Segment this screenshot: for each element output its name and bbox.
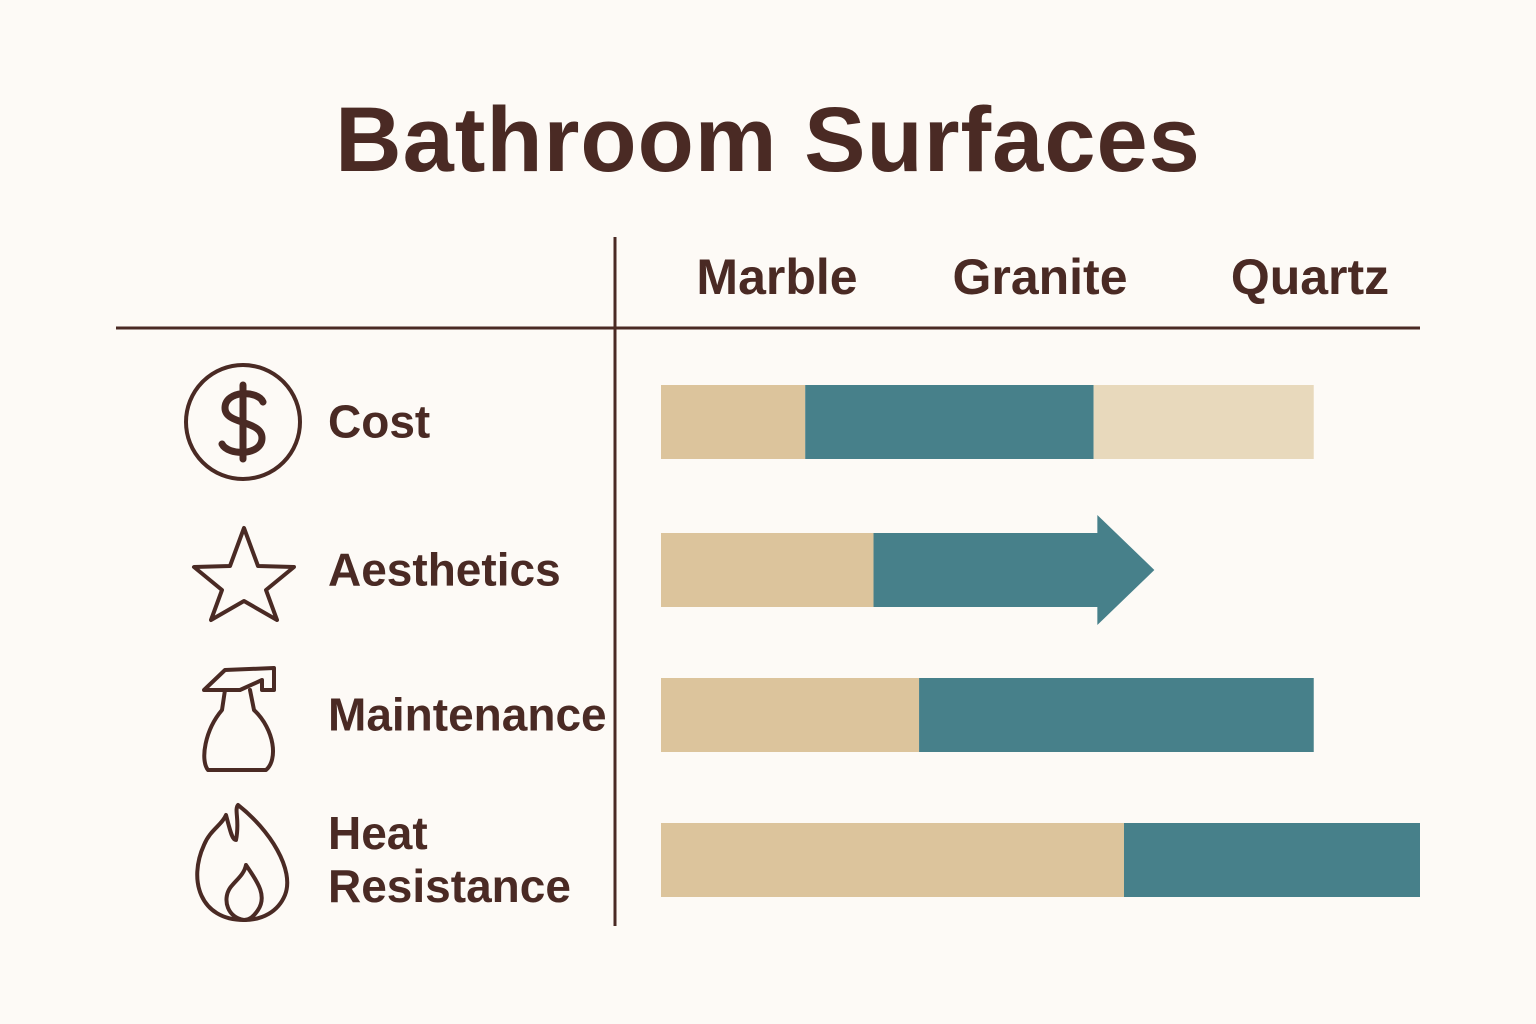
bar-segment (919, 678, 1314, 752)
bar-segment (661, 678, 920, 752)
column-header: Marble (696, 249, 858, 305)
heat-resistance-icon (195, 803, 290, 922)
bar-segment (661, 823, 1124, 897)
chart-title: Bathroom Surfaces (335, 89, 1201, 191)
cost-icon (184, 363, 302, 481)
maintenance-icon (202, 666, 276, 772)
column-header: Quartz (1230, 249, 1390, 305)
bar-segment (661, 533, 874, 607)
column-header: Granite (952, 249, 1128, 305)
bar-segment (1123, 823, 1420, 897)
row-label: Maintenance (328, 688, 607, 741)
row-label: Aesthetics (328, 543, 561, 596)
bar-segment (661, 385, 806, 459)
row-label: Cost (328, 395, 431, 448)
aesthetics-icon (192, 526, 296, 622)
bar-segment (805, 385, 1094, 459)
bar-segment (1093, 385, 1314, 459)
row-label: Heat Resistance (328, 807, 571, 912)
bar-segment (873, 515, 1155, 625)
